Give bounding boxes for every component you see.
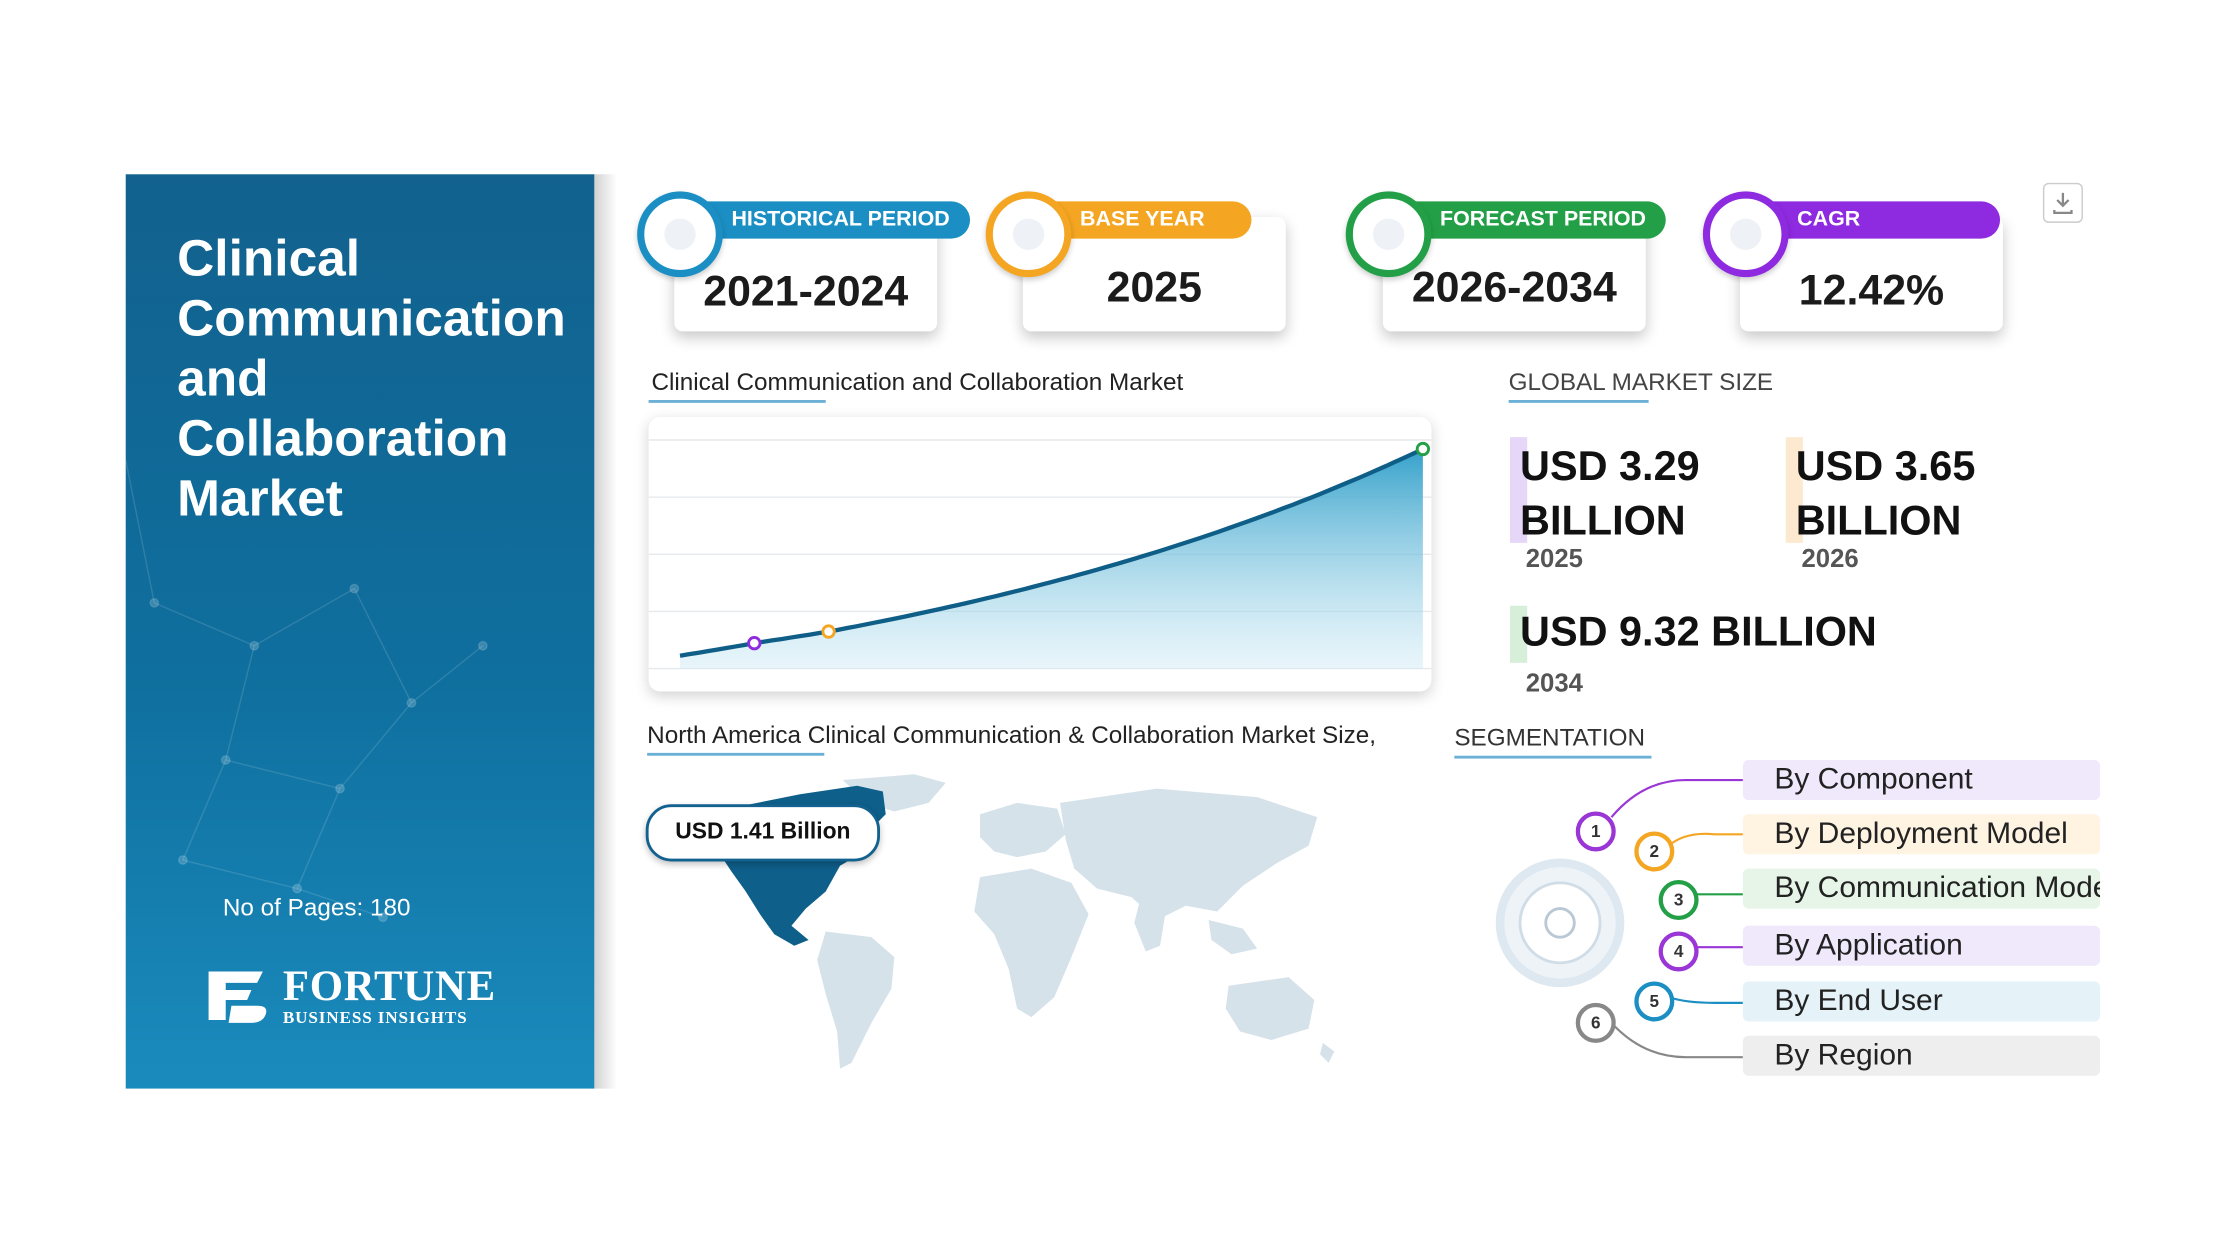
stat-value: 2026-2034: [1411, 264, 1617, 312]
chart-point-2025: [747, 636, 762, 651]
market-size-accent: [1510, 437, 1528, 543]
market-size-accent: [1785, 437, 1803, 543]
title-line: and: [177, 348, 269, 408]
segment-number: 3: [1658, 880, 1699, 921]
market-size-year: 2034: [1525, 668, 1583, 698]
chart-point-2034: [1415, 441, 1431, 457]
stat-value: 12.42%: [1798, 267, 1945, 315]
panel-shadow: [594, 174, 618, 1089]
segment-number: 2: [1634, 831, 1675, 872]
heading-underline: [1508, 400, 1649, 403]
stat-value: 2025: [1106, 264, 1202, 312]
map-heading: North America Clinical Communication & C…: [647, 721, 1377, 749]
segmentation-heading: SEGMENTATION: [1454, 724, 1646, 752]
heading-underline: [648, 400, 826, 403]
trend-icon: [1702, 191, 1789, 278]
growth-chart-icon: [1345, 191, 1432, 278]
market-size-value: BILLION: [1795, 498, 1962, 545]
stat-value: 2021-2024: [703, 268, 909, 316]
title-line: Market: [177, 468, 343, 528]
segment-by-component[interactable]: By Component: [1742, 760, 2101, 801]
market-size-year: 2025: [1525, 544, 1583, 573]
fortune-logo-icon: [208, 971, 267, 1023]
title-line: Communication: [177, 288, 566, 348]
segment-number: 4: [1658, 931, 1699, 972]
market-chart-svg: [648, 439, 1432, 670]
download-button[interactable]: [2042, 182, 2083, 223]
download-icon: [2053, 192, 2073, 215]
title-panel: Clinical Communication and Collaboration…: [125, 174, 595, 1089]
market-size-value: BILLION: [1520, 498, 1686, 545]
segment-number: 6: [1575, 1002, 1616, 1043]
title-line: Collaboration: [177, 408, 509, 468]
page-count: No of Pages: 180: [222, 894, 411, 922]
chart-point-2026: [821, 624, 836, 639]
logo-name: FORTUNE: [282, 962, 496, 1011]
north-america-value-badge: USD 1.41 Billion: [645, 804, 881, 862]
market-size-value: USD 3.65: [1795, 444, 1976, 491]
segment-by-application[interactable]: By Application: [1742, 925, 2101, 966]
market-size-2026: USD 3.65 BILLION: [1796, 440, 1976, 549]
market-size-2034: USD 9.32 BILLION: [1520, 610, 1877, 656]
segment-by-communication-mode[interactable]: By Communication Mode: [1742, 868, 2101, 909]
heading-underline: [1454, 755, 1652, 759]
calendar-icon: [985, 191, 1072, 278]
segment-by-region[interactable]: By Region: [1742, 1035, 2101, 1076]
chart-heading: Clinical Communication and Collaboration…: [651, 368, 1184, 396]
gear-hub-icon: [1518, 881, 1602, 965]
page-title: Clinical Communication and Collaboration…: [177, 229, 594, 529]
chart-area: [680, 449, 1423, 669]
segment-by-end-user[interactable]: By End User: [1742, 981, 2101, 1022]
market-size-year: 2026: [1801, 544, 1859, 573]
fortune-logo: FORTUNE BUSINESS INSIGHTS: [200, 963, 514, 1032]
market-size-heading: GLOBAL MARKET SIZE: [1508, 368, 1774, 396]
logo-subtitle: BUSINESS INSIGHTS: [282, 1007, 468, 1028]
bar-chart-icon: [637, 191, 723, 278]
market-chart: [648, 417, 1432, 692]
network-background-icon: [125, 459, 488, 923]
market-size-2025: USD 3.29 BILLION: [1520, 440, 1700, 549]
market-size-accent: [1510, 605, 1528, 663]
segmentation-connectors: [1495, 778, 1743, 1059]
title-line: Clinical: [177, 228, 361, 288]
chart-line: [679, 447, 1424, 658]
segment-number: 1: [1575, 811, 1616, 852]
market-size-value: USD 3.29: [1520, 444, 1700, 491]
segment-number: 5: [1634, 981, 1675, 1022]
segment-by-deployment-model[interactable]: By Deployment Model: [1742, 814, 2101, 855]
heading-underline: [647, 752, 825, 756]
